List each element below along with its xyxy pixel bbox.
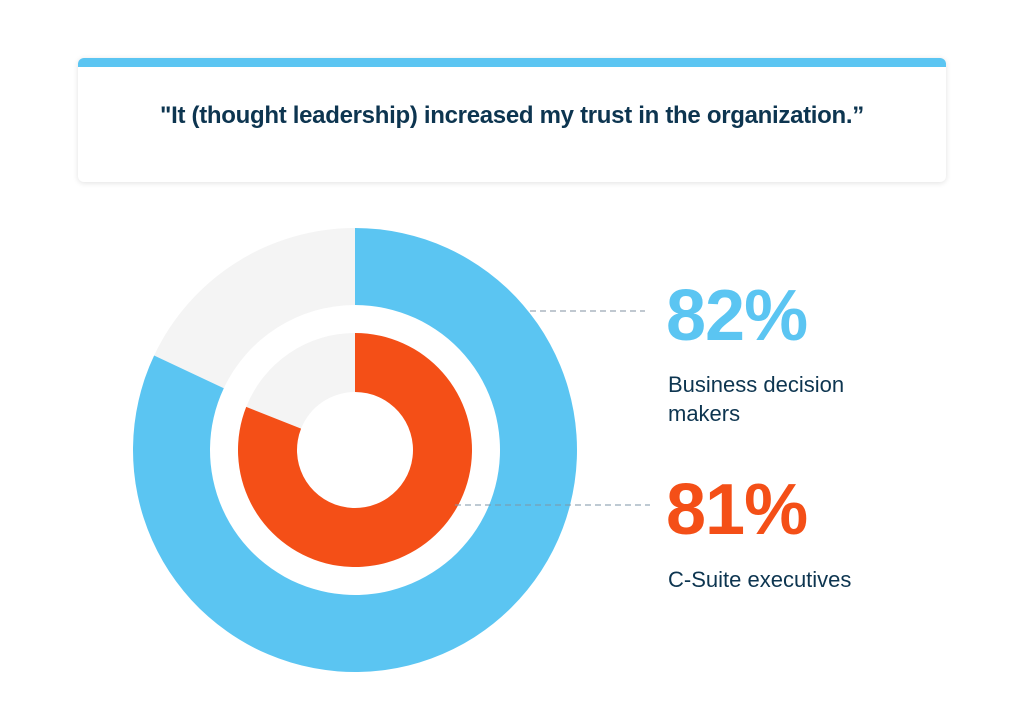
- value-label-business: 82%: [666, 276, 808, 356]
- card-accent-bar: [78, 58, 946, 67]
- value-slice-0: [132, 228, 577, 672]
- remainder-slice-1: [246, 333, 355, 429]
- value-label-csuite: 81%: [666, 470, 808, 550]
- remainder-slice-0: [154, 228, 355, 389]
- legend-csuite: C-Suite executives: [668, 567, 852, 592]
- quote-card: "It (thought leadership) increased my tr…: [78, 58, 946, 182]
- legend-business: Business decision makers: [668, 372, 845, 426]
- value-slice-1: [237, 333, 472, 568]
- chart-title: "It (thought leadership) increased my tr…: [160, 102, 864, 129]
